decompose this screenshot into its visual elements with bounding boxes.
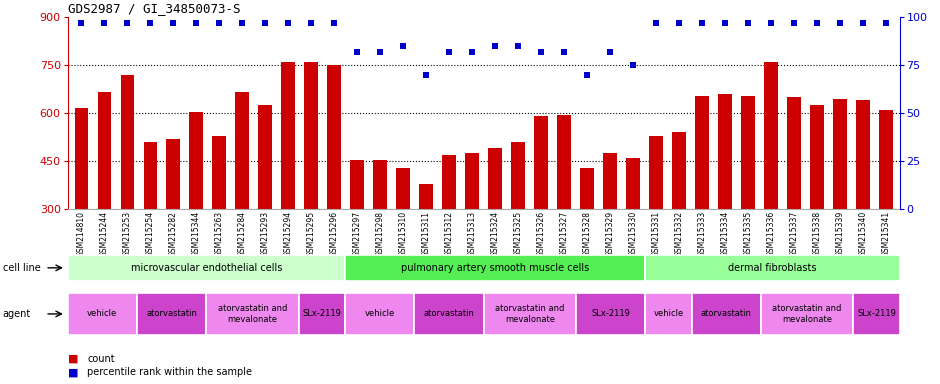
Bar [190,112,203,305]
Text: agent: agent [3,309,31,319]
Text: vehicle: vehicle [87,310,118,318]
Bar [345,293,415,335]
Text: atorvastatin and
mevalonate: atorvastatin and mevalonate [773,304,842,324]
Bar [626,158,640,305]
Bar [137,293,206,335]
Bar [787,97,801,305]
Bar [511,142,525,305]
Bar [98,93,111,305]
Text: vehicle: vehicle [653,310,683,318]
Bar [856,101,870,305]
Text: ■: ■ [68,367,78,377]
Bar [68,255,345,281]
Bar [557,115,571,305]
Bar [576,293,646,335]
Text: atorvastatin: atorvastatin [147,310,197,318]
Bar [281,62,295,305]
Bar [299,293,345,335]
Bar [419,184,433,305]
Text: microvascular endothelial cells: microvascular endothelial cells [131,263,282,273]
Text: percentile rank within the sample: percentile rank within the sample [87,367,253,377]
Bar [646,255,900,281]
Bar [442,155,456,305]
Bar [695,96,709,305]
Bar [646,293,692,335]
Bar [810,105,823,305]
Bar [854,293,900,335]
Text: count: count [87,354,115,364]
Bar [534,116,548,305]
Bar [345,255,646,281]
Text: atorvastatin: atorvastatin [701,310,752,318]
Bar [206,293,299,335]
Text: SLx-2119: SLx-2119 [303,310,341,318]
Text: atorvastatin and
mevalonate: atorvastatin and mevalonate [495,304,565,324]
Bar [879,110,893,305]
Text: SLx-2119: SLx-2119 [857,310,896,318]
Bar [672,132,686,305]
Bar [351,160,364,305]
Text: ■: ■ [68,354,78,364]
Bar [580,168,594,305]
Bar [258,105,273,305]
Bar [74,109,88,305]
Bar [483,293,576,335]
Text: atorvastatin and
mevalonate: atorvastatin and mevalonate [218,304,288,324]
Text: SLx-2119: SLx-2119 [591,310,630,318]
Text: atorvastatin: atorvastatin [424,310,475,318]
Text: dermal fibroblasts: dermal fibroblasts [728,263,817,273]
Bar [397,168,410,305]
Bar [305,62,318,305]
Bar [415,293,483,335]
Bar [373,160,387,305]
Bar [692,293,760,335]
Bar [718,94,732,305]
Bar [603,153,617,305]
Bar [144,142,157,305]
Text: GDS2987 / GI_34850073-S: GDS2987 / GI_34850073-S [68,2,241,15]
Text: vehicle: vehicle [365,310,395,318]
Bar [833,99,847,305]
Bar [760,293,854,335]
Bar [68,293,137,335]
Bar [235,93,249,305]
Bar [212,136,227,305]
Bar [488,149,502,305]
Bar [465,153,479,305]
Bar [741,96,755,305]
Bar [166,139,180,305]
Text: pulmonary artery smooth muscle cells: pulmonary artery smooth muscle cells [401,263,589,273]
Bar [120,75,134,305]
Text: cell line: cell line [3,263,40,273]
Bar [327,65,341,305]
Bar [650,136,663,305]
Bar [764,62,777,305]
